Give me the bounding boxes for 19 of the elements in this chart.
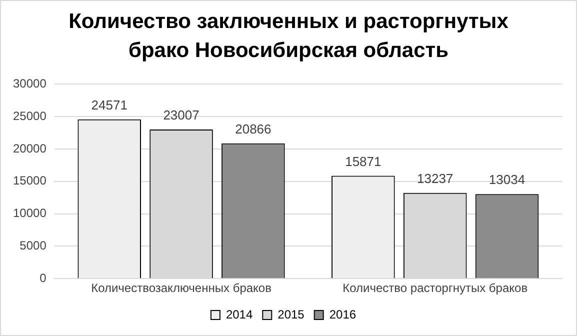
data-label: 13034 bbox=[488, 172, 526, 188]
data-label: 15871 bbox=[345, 154, 382, 169]
y-tick-label: 25000 bbox=[12, 108, 47, 123]
legend-label: 2015 bbox=[278, 307, 305, 322]
y-tick-label: 20000 bbox=[12, 141, 47, 156]
data-label: 13237 bbox=[417, 170, 454, 186]
data-label: 23007 bbox=[163, 108, 200, 123]
legend-label: 2016 bbox=[329, 307, 356, 322]
y-tick-label: 0 bbox=[40, 270, 47, 285]
x-tick-label: Количество расторгнутых браков bbox=[342, 281, 528, 296]
y-tick-label: 10000 bbox=[12, 206, 47, 220]
legend-label: 2014 bbox=[226, 307, 253, 322]
y-tick-label: 30000 bbox=[12, 76, 47, 91]
y-tick-label: 15000 bbox=[12, 174, 47, 188]
chart-title: Количество заключенных и расторгнутых брако Новосибирская область bbox=[68, 9, 510, 64]
data-label: 20866 bbox=[235, 121, 272, 136]
x-tick-label: Количествозаключенных браков bbox=[91, 281, 272, 296]
y-tick-label: 5000 bbox=[20, 238, 47, 253]
data-label: 24571 bbox=[91, 97, 128, 112]
